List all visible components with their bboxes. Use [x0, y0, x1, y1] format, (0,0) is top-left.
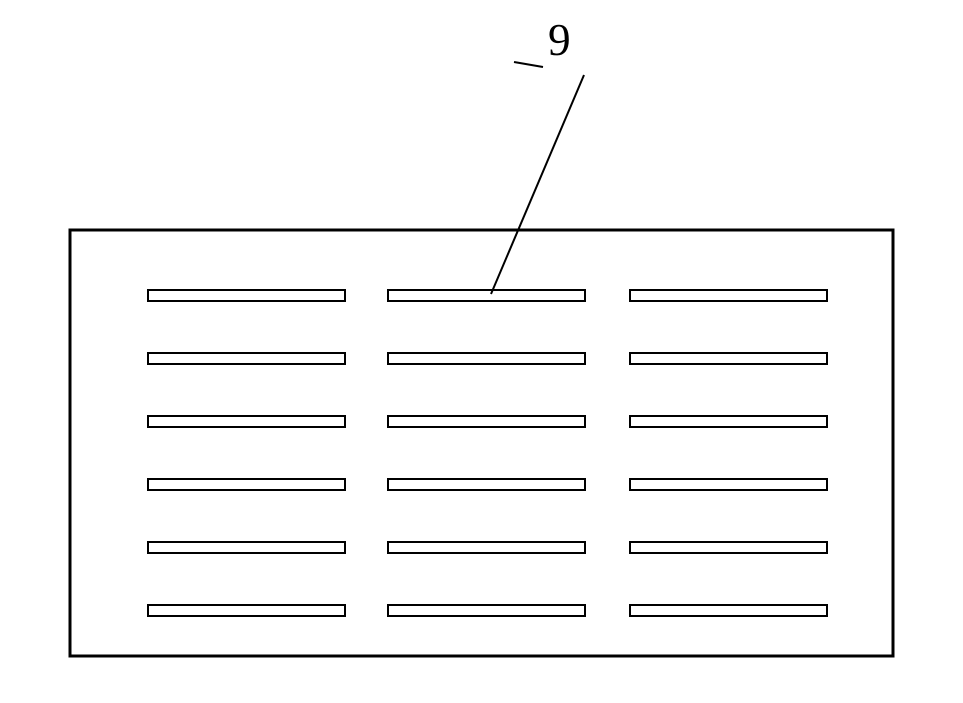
slot-rect — [148, 479, 345, 490]
leader-tick — [514, 62, 543, 67]
slot-rect — [630, 479, 827, 490]
annotation-label: 9 — [548, 15, 571, 65]
slot-rect — [148, 542, 345, 553]
slot-rect — [388, 542, 585, 553]
slot-rect — [630, 353, 827, 364]
slot-rect — [630, 290, 827, 301]
slot-rect — [630, 605, 827, 616]
slot-rect — [148, 353, 345, 364]
slot-rect — [148, 290, 345, 301]
slot-rect — [148, 416, 345, 427]
slot-rect — [388, 290, 585, 301]
slot-rect — [148, 605, 345, 616]
slot-rect — [388, 353, 585, 364]
slot-rect — [630, 542, 827, 553]
leader-line — [491, 75, 584, 294]
diagram-canvas: 9 — [0, 0, 963, 703]
slot-rect — [388, 479, 585, 490]
slot-rect — [388, 416, 585, 427]
slot-rect — [630, 416, 827, 427]
slot-rect — [388, 605, 585, 616]
